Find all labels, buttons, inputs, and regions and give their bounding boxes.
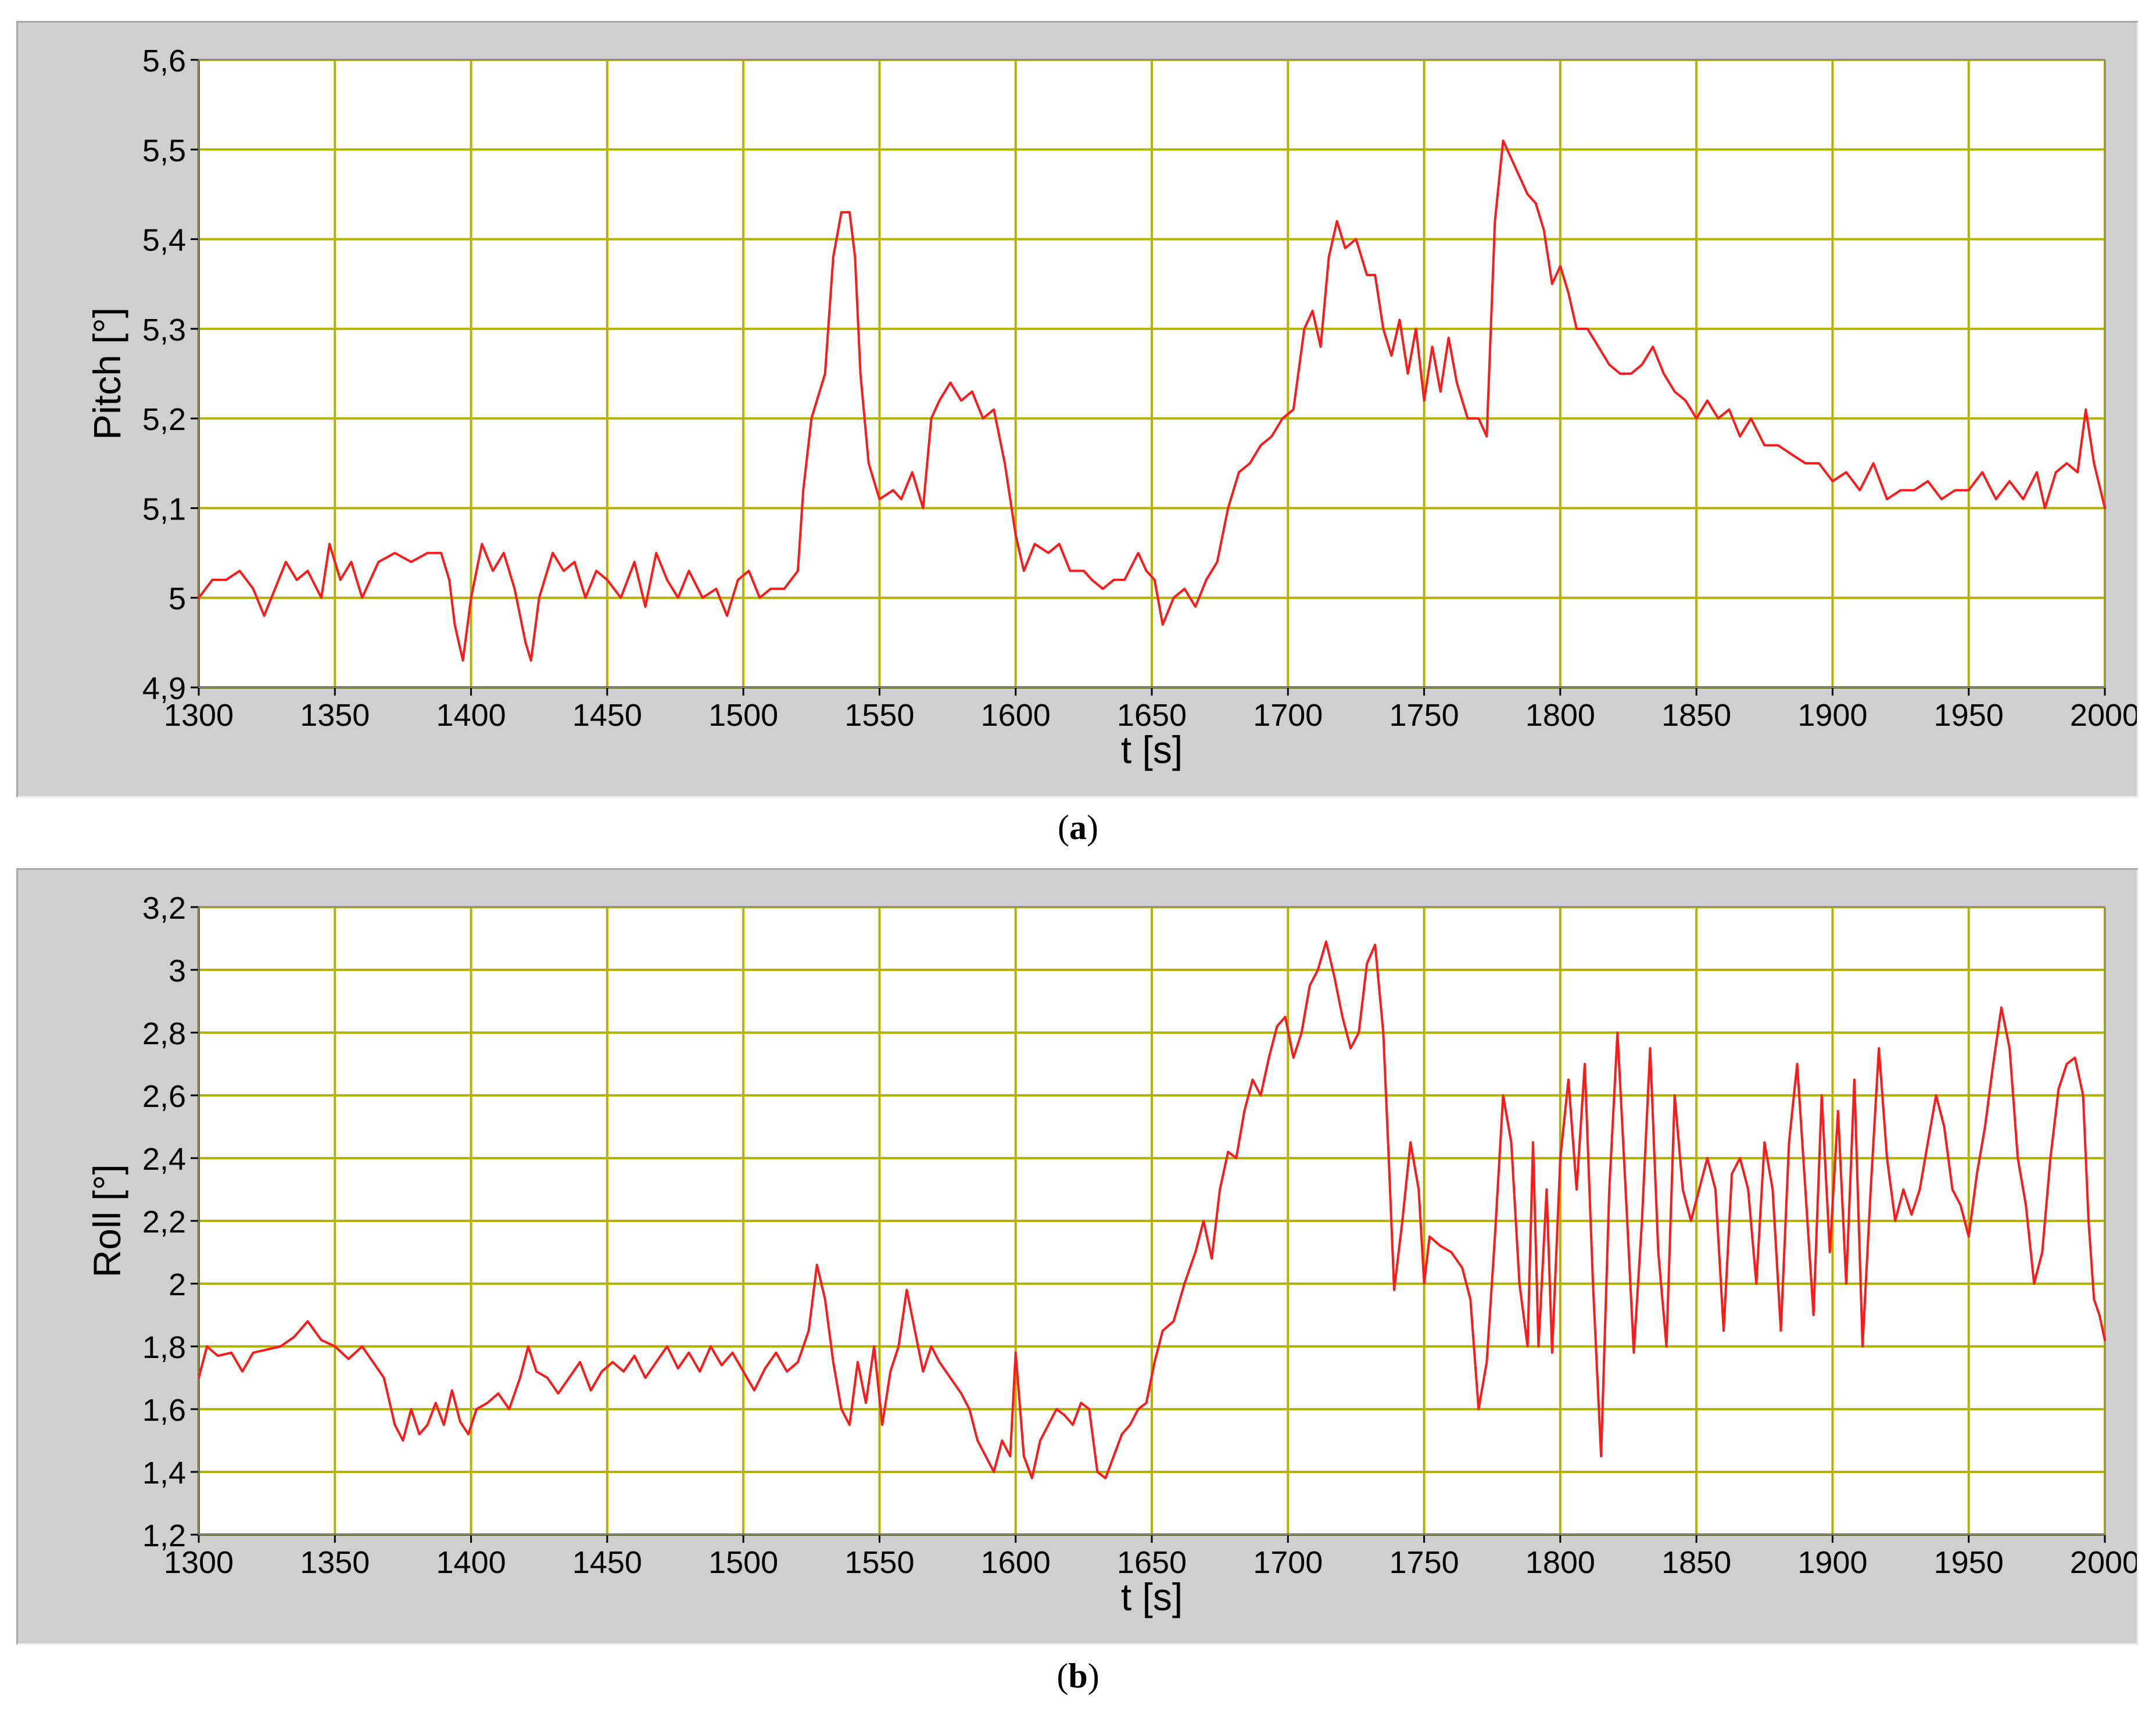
y-tick-label: 2,2 bbox=[142, 1205, 186, 1239]
x-tick-label: 1700 bbox=[1253, 1545, 1323, 1580]
x-axis-title: t [s] bbox=[1121, 1575, 1183, 1618]
x-tick-label: 1350 bbox=[300, 1545, 370, 1580]
x-tick-label: 1650 bbox=[1117, 698, 1187, 733]
caption-b-letter: b bbox=[1068, 1657, 1088, 1695]
x-tick-label: 1700 bbox=[1253, 698, 1323, 733]
y-tick-label: 1,4 bbox=[142, 1456, 186, 1491]
caption-b-open: ( bbox=[1056, 1657, 1069, 1695]
x-tick-label: 1850 bbox=[1661, 698, 1731, 733]
x-tick-label: 2000 bbox=[2070, 698, 2137, 733]
x-axis-title: t [s] bbox=[1121, 728, 1183, 771]
y-tick-label: 5 bbox=[169, 582, 186, 617]
x-tick-label: 1800 bbox=[1525, 1545, 1595, 1580]
caption-a-close: ) bbox=[1087, 808, 1098, 847]
pitch-chart-panel: 4,9 5 5,1 5,2 5,3 5,4 5,5 5,6 1300 1350 1400 1450 15… bbox=[16, 21, 2139, 798]
x-tick-label: 1550 bbox=[844, 698, 914, 733]
x-tick-label: 1350 bbox=[300, 698, 370, 733]
y-tick-label: 1,6 bbox=[142, 1393, 186, 1428]
y-tick-label: 5,1 bbox=[142, 492, 186, 526]
x-tick-label: 1750 bbox=[1389, 698, 1459, 733]
roll-chart: 1,2 1,4 1,6 1,8 2 2,2 2,4 2,6 2,8 3 3,2 1300 1350 140… bbox=[85, 891, 2137, 1618]
roll-chart-panel: 1,2 1,4 1,6 1,8 2 2,2 2,4 2,6 2,8 3 3,2 1300 1350 140… bbox=[16, 868, 2139, 1645]
y-tick-label: 1,2 bbox=[142, 1518, 186, 1553]
x-tick-label: 1600 bbox=[981, 1545, 1051, 1580]
x-tick-label: 1300 bbox=[164, 698, 234, 733]
caption-a-letter: a bbox=[1069, 808, 1087, 847]
plot-frame bbox=[198, 59, 2105, 688]
plot-frame bbox=[198, 907, 2105, 1535]
y-tick-label: 4,9 bbox=[142, 671, 186, 706]
caption-a: (a) bbox=[0, 808, 2156, 848]
x-tick-label: 1750 bbox=[1389, 1545, 1459, 1580]
x-tick-label: 1300 bbox=[164, 1545, 234, 1580]
x-tick-label: 1650 bbox=[1117, 1545, 1187, 1580]
caption-b-close: ) bbox=[1087, 1657, 1100, 1695]
x-tick-label: 1500 bbox=[708, 698, 778, 733]
x-tick-label: 2000 bbox=[2070, 1545, 2137, 1580]
y-tick-label: 3 bbox=[169, 954, 186, 988]
y-tick-label: 5,2 bbox=[142, 402, 186, 437]
y-tick-label: 3,2 bbox=[142, 891, 186, 926]
x-tick-label: 1600 bbox=[981, 698, 1051, 733]
x-tick-label: 1800 bbox=[1525, 698, 1595, 733]
pitch-chart: 4,9 5 5,1 5,2 5,3 5,4 5,5 5,6 1300 1350 1400 1450 15… bbox=[85, 44, 2137, 771]
y-tick-label: 2,8 bbox=[142, 1016, 186, 1051]
x-tick-label: 1500 bbox=[708, 1545, 778, 1580]
x-tick-label: 1400 bbox=[436, 698, 506, 733]
caption-a-open: ( bbox=[1058, 808, 1069, 847]
x-tick-label: 1400 bbox=[436, 1545, 506, 1580]
y-tick-label: 2,4 bbox=[142, 1142, 186, 1177]
x-tick-label: 1850 bbox=[1661, 1545, 1731, 1580]
y-tick-label: 5,5 bbox=[142, 133, 186, 168]
x-tick-label: 1950 bbox=[1934, 698, 2004, 733]
roll-series-line bbox=[198, 940, 2106, 1479]
y-tick-label: 1,8 bbox=[142, 1330, 186, 1365]
y-tick-label: 5,6 bbox=[142, 44, 186, 78]
y-axis-title: Pitch [°] bbox=[85, 307, 128, 440]
y-axis-title: Roll [°] bbox=[85, 1164, 128, 1277]
pitch-series-line bbox=[198, 139, 2106, 662]
x-tick-label: 1450 bbox=[572, 698, 642, 733]
x-tick-label: 1900 bbox=[1797, 698, 1867, 733]
x-tick-label: 1900 bbox=[1797, 1545, 1867, 1580]
y-tick-label: 5,3 bbox=[142, 313, 186, 347]
x-tick-label: 1450 bbox=[572, 1545, 642, 1580]
x-tick-label: 1550 bbox=[844, 1545, 914, 1580]
x-tick-label: 1950 bbox=[1934, 1545, 2004, 1580]
y-tick-label: 5,4 bbox=[142, 223, 186, 258]
y-tick-label: 2,6 bbox=[142, 1079, 186, 1114]
y-tick-label: 2 bbox=[169, 1267, 186, 1302]
caption-b: (b) bbox=[0, 1656, 2156, 1696]
